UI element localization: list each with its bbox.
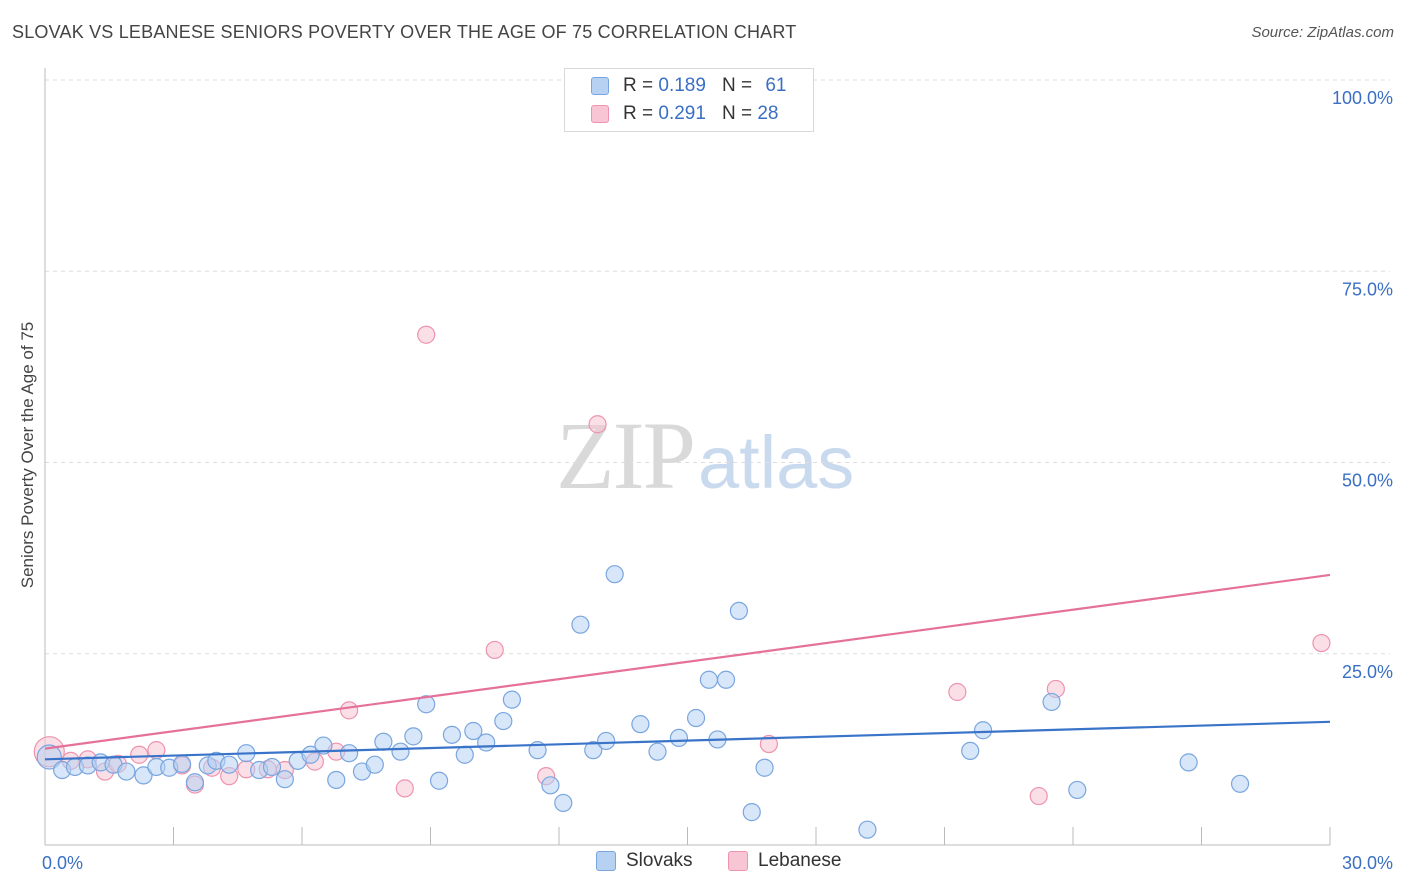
slovaks-point [464, 721, 483, 741]
slovaks-point [729, 601, 749, 621]
series-slovaks [36, 565, 1250, 839]
y-tick-label: 25.0% [1342, 662, 1393, 682]
slovaks-point [1042, 692, 1061, 712]
slovaks-point [327, 770, 346, 790]
slovaks-point [571, 615, 590, 634]
slovaks-point [597, 731, 616, 751]
slovaks-point [716, 670, 736, 689]
grid-lines [45, 79, 1390, 655]
slovaks-point [442, 725, 462, 744]
slovaks-point [134, 766, 153, 785]
slovaks-point [262, 757, 282, 777]
slovaks-point [1179, 753, 1198, 772]
slovaks-point [340, 744, 359, 763]
y-tick-label: 75.0% [1342, 279, 1393, 299]
slovaks-point [185, 773, 205, 792]
slovaks-legend-swatch [596, 851, 616, 871]
lebanese-point [1029, 786, 1048, 806]
trend-lines [44, 573, 1331, 761]
slovaks-point [605, 565, 624, 584]
slovaks-point [686, 708, 706, 728]
chart-title: SLOVAK VS LEBANESE SENIORS POVERTY OVER … [12, 22, 797, 42]
lebanese-point [759, 734, 778, 754]
slovaks-point [1230, 774, 1250, 793]
slovaks-point [494, 711, 513, 731]
slovaks-point [648, 742, 667, 761]
legend-row-lebanese: R = 0.291 N = 28 [565, 101, 778, 127]
x-tick-label: 0.0% [42, 853, 83, 873]
slovaks-point [172, 754, 192, 774]
slovaks-point [584, 741, 603, 760]
series-lebanese [33, 70, 1331, 806]
slovaks-swatch [591, 77, 609, 95]
slovaks-point [220, 755, 239, 774]
slovaks-point [36, 744, 62, 770]
slovaks-point [275, 770, 294, 789]
x-tick-label: 30.0% [1342, 853, 1393, 873]
lebanese-point [1312, 633, 1331, 653]
slovaks-point [699, 670, 719, 689]
slovaks-point [477, 733, 496, 752]
slovaks-point [455, 745, 474, 764]
axes [44, 68, 1331, 846]
lebanese-point [395, 779, 414, 798]
lebanese-point [417, 325, 436, 344]
slovaks-point [502, 690, 521, 709]
n-label: N = [721, 103, 753, 124]
lebanese-point [485, 640, 504, 660]
lebanese-point [588, 415, 607, 434]
slovaks-point [374, 732, 393, 751]
legend-label-slovaks: Slovaks [626, 850, 693, 871]
legend-row-slovaks: R = 0.189 N = 61 [565, 73, 786, 99]
slovaks-point [631, 715, 650, 734]
slovaks-point [1068, 780, 1087, 800]
slovaks-point [429, 771, 449, 790]
slovaks-point [541, 776, 560, 795]
tick-labels: 25.0% 50.0% 75.0% 100.0% 0.0% 30.0% [42, 88, 1393, 873]
slovaks-point [554, 793, 573, 813]
slovaks-point [391, 742, 410, 761]
source-label: Source: ZipAtlas.com [1251, 24, 1394, 41]
r-value-slovaks: 0.189 [658, 75, 706, 96]
lebanese-point [948, 682, 967, 702]
n-label: N = [721, 75, 753, 96]
slovaks-point [404, 727, 423, 746]
zipatlas-watermark: ZIPatlas [556, 400, 854, 511]
r-label: R = [623, 103, 654, 124]
lebanese-swatch [591, 105, 609, 123]
lebanese-point [130, 745, 149, 764]
y-tick-label: 100.0% [1332, 88, 1393, 108]
lebanese-trend-line [44, 573, 1331, 750]
r-value-lebanese: 0.291 [658, 103, 706, 124]
slovaks-point [961, 741, 980, 761]
slovaks-trend-line [44, 720, 1331, 761]
y-tick-label: 50.0% [1342, 471, 1393, 491]
legend-item-slovaks: Slovaks [596, 850, 693, 872]
lebanese-point [340, 701, 359, 720]
slovaks-point [755, 758, 774, 777]
slovaks-point [669, 728, 689, 748]
slovaks-point [417, 695, 436, 714]
legend-item-lebanese: Lebanese [728, 850, 841, 872]
slovaks-point [973, 721, 993, 740]
correlation-legend: R = 0.189 N = 61 R = 0.291 N = 28 [564, 68, 814, 132]
slovaks-point [314, 736, 333, 755]
slovaks-point [365, 755, 384, 774]
slovaks-point [117, 762, 136, 781]
legend-label-lebanese: Lebanese [758, 850, 842, 871]
r-label: R = [623, 75, 654, 96]
n-value-lebanese: 28 [757, 103, 779, 124]
slovaks-point [858, 820, 877, 839]
lebanese-legend-swatch [728, 851, 748, 871]
slovaks-point [742, 803, 761, 822]
n-value-slovaks: 61 [765, 75, 787, 96]
watermark-zip: ZIP [556, 402, 696, 509]
